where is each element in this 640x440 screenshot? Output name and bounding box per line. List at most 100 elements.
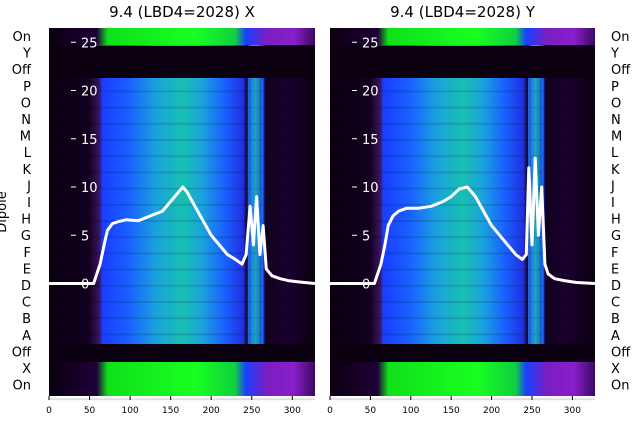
row-label-left: G	[21, 229, 31, 244]
heatmap-row-line	[330, 203, 595, 206]
row-label-left: H	[21, 213, 31, 228]
row-label-right: H	[611, 213, 621, 228]
y-tick-label: 10	[362, 181, 379, 196]
heatmap-row-line	[49, 284, 315, 287]
heatmap-body	[49, 28, 315, 396]
row-label-right: On	[611, 30, 629, 45]
row-label-left: X	[22, 362, 31, 377]
row-label-right: E	[611, 262, 619, 277]
row-label-right: D	[611, 279, 621, 294]
row-label-left: E	[23, 262, 31, 277]
row-label-left: J	[26, 179, 31, 194]
heatmap-row-line	[330, 252, 595, 255]
row-label-right: X	[611, 362, 620, 377]
row-label-right: F	[611, 246, 618, 261]
heatmap-row-line	[49, 122, 315, 125]
x-tick-label: 200	[483, 406, 500, 416]
heatmap-row-line	[49, 252, 315, 255]
heatmap-row-line	[49, 268, 315, 271]
row-label-left: C	[22, 296, 31, 311]
heatmap-row-line	[49, 106, 315, 109]
heatmap-row-line	[49, 155, 315, 158]
row-label-right: I	[611, 196, 615, 211]
row-label-left: K	[22, 163, 31, 178]
heatmap-off-band-bottom	[330, 344, 595, 362]
x-tick-label: 250	[243, 406, 260, 416]
x-tick-label: 300	[564, 406, 581, 416]
heatmap-row-line	[49, 203, 315, 206]
heatmap-row-line	[330, 106, 595, 109]
heatmap-row-line	[330, 155, 595, 158]
row-label-left: L	[24, 146, 32, 161]
x-tick-label: 50	[365, 406, 377, 416]
heatmap-row-line	[330, 122, 595, 125]
x-tick-label: 100	[122, 406, 139, 416]
row-label-left: Off	[12, 63, 32, 78]
x-tick-label: 300	[284, 406, 301, 416]
y-tick-label: 15	[81, 133, 98, 148]
row-label-left: O	[21, 96, 31, 111]
y-tick-label: 5	[81, 229, 89, 244]
row-label-right: N	[611, 113, 621, 128]
x-tick-label: 0	[46, 406, 52, 416]
x-tick-label: 100	[402, 406, 419, 416]
row-label-right: Y	[610, 47, 619, 62]
series-line-1	[49, 185, 316, 285]
heatmap-row-line	[330, 90, 595, 93]
row-label-left: D	[21, 279, 31, 294]
row-label-left: P	[23, 80, 31, 95]
heatmap-row-line	[49, 236, 315, 239]
heatmap-row-line	[330, 398, 595, 401]
row-label-left: On	[13, 30, 31, 45]
row-label-right: B	[611, 312, 620, 327]
y-axis-label: Dipole	[0, 191, 10, 232]
y-tick-label: 25	[362, 36, 379, 51]
heatmap-row-line	[330, 284, 595, 287]
row-label-right: O	[611, 96, 621, 111]
row-label-left: B	[22, 312, 31, 327]
heatmap-row-line	[330, 317, 595, 320]
row-label-left: M	[20, 130, 31, 145]
heatmap-row-line	[49, 90, 315, 93]
heatmap-row-line	[330, 220, 595, 222]
x-tick-label: 150	[443, 406, 460, 416]
y-tick-label: 20	[81, 85, 98, 100]
heatmap-band-bottom	[330, 362, 595, 396]
heatmap-row-line	[49, 139, 315, 141]
heatmap-row-line	[330, 268, 595, 271]
heatmap-stripe	[251, 78, 254, 344]
x-tick-label: 200	[203, 406, 220, 416]
row-label-right: Off	[611, 345, 631, 360]
heatmap-row-line	[330, 139, 595, 141]
heatmap-row-line	[330, 171, 595, 174]
series-line-1	[330, 156, 596, 285]
row-label-right: K	[611, 163, 620, 178]
row-label-left: A	[22, 329, 31, 344]
heatmap-row-line	[49, 220, 315, 222]
row-label-left: Off	[12, 345, 32, 360]
y-tick-label: 15	[362, 133, 379, 148]
y-tick-label: 5	[362, 229, 370, 244]
heatmap-row-line	[49, 398, 315, 401]
y-tick-label: 20	[362, 85, 379, 100]
y-tick-label: 25	[81, 36, 98, 51]
row-label-left: On	[13, 379, 31, 394]
row-label-right: C	[611, 296, 620, 311]
heatmap-band-bottom	[49, 362, 315, 396]
row-label-right: G	[611, 229, 621, 244]
heatmap-row-line	[49, 317, 315, 320]
heatmap-off-band-top	[49, 46, 315, 78]
heatmap-stripe	[261, 78, 264, 344]
chart-title: 9.4 (LBD4=2028) X	[109, 3, 255, 21]
heatmap-body	[330, 28, 595, 396]
heatmap-row-line	[330, 301, 595, 303]
row-label-right: A	[611, 329, 620, 344]
row-label-left: N	[21, 113, 31, 128]
row-label-right: Off	[611, 63, 631, 78]
heatmap-row-line	[330, 236, 595, 239]
row-label-right: M	[611, 130, 622, 145]
heatmap-band-top	[49, 28, 315, 45]
